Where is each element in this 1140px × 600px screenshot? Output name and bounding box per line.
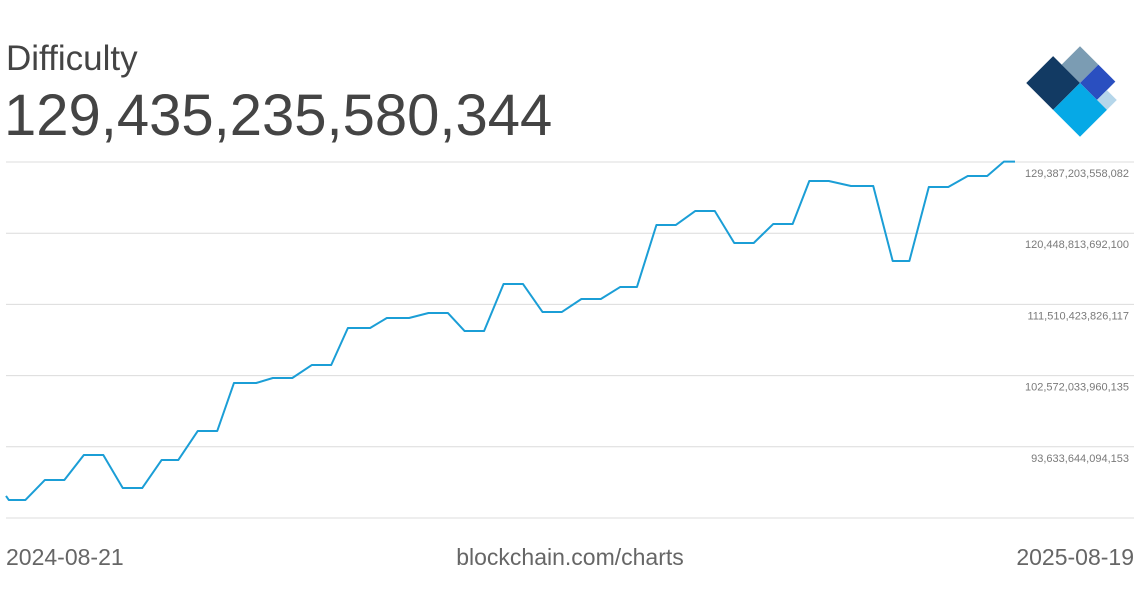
- logo-piece: [1026, 56, 1080, 110]
- y-tick-label: 93,633,644,094,153: [1031, 453, 1129, 465]
- y-tick-label: 102,572,033,960,135: [1025, 382, 1129, 394]
- chart-title: Difficulty: [6, 39, 138, 78]
- y-tick-label: 120,448,813,692,100: [1025, 239, 1129, 251]
- x-tick-label: 2025-08-19: [1016, 544, 1134, 570]
- data-line: [5, 160, 1015, 501]
- y-tick-label: 129,387,203,558,082: [1025, 168, 1129, 180]
- logo: [1026, 46, 1117, 137]
- logo-piece: [1080, 64, 1116, 100]
- x-tick-label: 2024-08-21: [6, 544, 124, 570]
- headline-value: 129,435,235,580,344: [4, 83, 552, 148]
- source: blockchain.com/charts: [456, 544, 684, 570]
- y-tick-label: 111,510,423,826,117: [1027, 310, 1129, 322]
- logo-piece: [1061, 46, 1099, 83]
